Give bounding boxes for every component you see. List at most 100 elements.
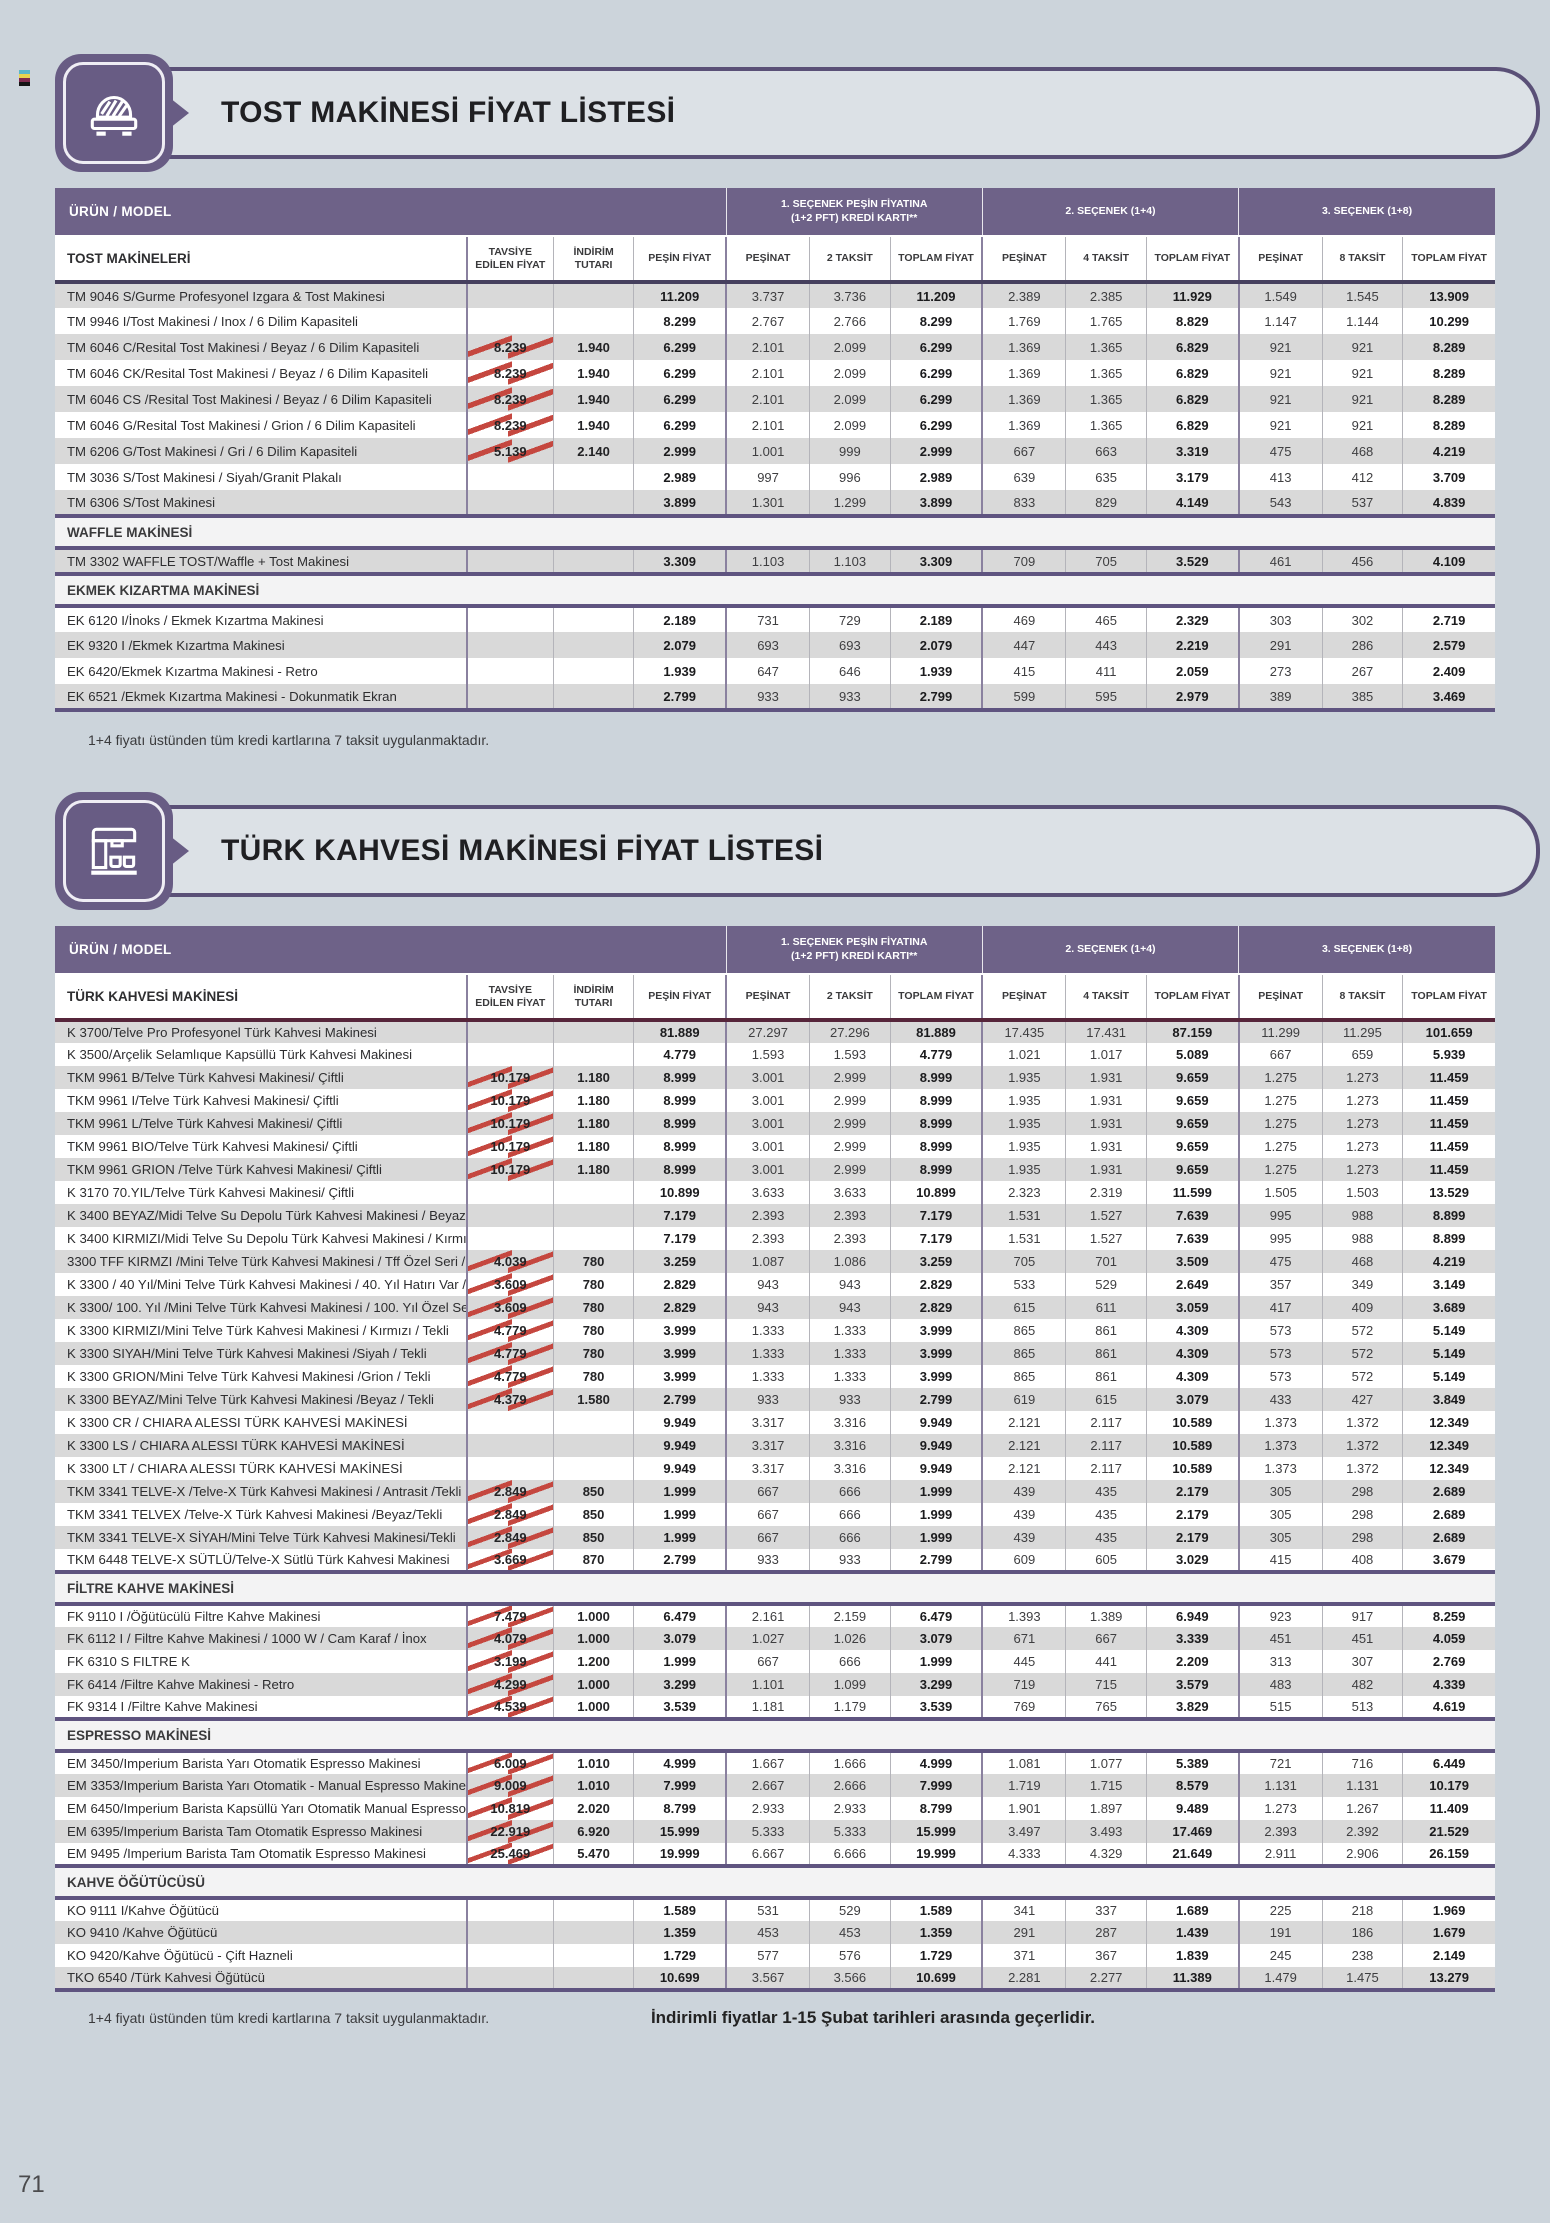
price-cell: 1.765	[1065, 308, 1147, 334]
price-cell	[552, 1020, 634, 1043]
price-cell: 933	[725, 1388, 810, 1411]
section-row: EKMEK KIZARTMA MAKİNESİ	[55, 572, 1495, 608]
price-cell: 3.509	[1145, 1250, 1239, 1273]
price-cell: 3.539	[633, 1696, 727, 1719]
price-cell	[552, 1944, 634, 1967]
price-cell: 12.349	[1402, 1411, 1495, 1434]
price-cell: 731	[725, 606, 810, 632]
price-cell: 10.179	[1402, 1774, 1495, 1797]
product-name: K 3700/Telve Pro Profesyonel Türk Kahves…	[67, 1025, 377, 1040]
price-cell: 2.393	[725, 1204, 810, 1227]
price-cell: 1.969	[1402, 1898, 1495, 1921]
price-cell: 850	[552, 1480, 634, 1503]
price-cell: 1.373	[1237, 1457, 1323, 1480]
price-cell: 701	[1065, 1250, 1147, 1273]
price-cell: 447	[981, 632, 1066, 658]
price-cell: 12.349	[1402, 1457, 1495, 1480]
price-cell: 2.849	[465, 1503, 554, 1526]
price-cell: 573	[1237, 1342, 1323, 1365]
price-cell: 8.999	[633, 1089, 727, 1112]
price-cell: 1.593	[725, 1043, 810, 1066]
price-cell: 2.849	[465, 1526, 554, 1549]
price-cell: 1.273	[1321, 1066, 1403, 1089]
price-cell: 1.901	[981, 1797, 1066, 1820]
price-cell: 1.180	[552, 1089, 634, 1112]
price-cell: 693	[809, 632, 891, 658]
price-cell: 1.077	[1065, 1751, 1147, 1774]
price-cell	[552, 1967, 634, 1990]
column-header: 2 TAKSİT	[809, 236, 891, 284]
price-cell: 17.435	[981, 1020, 1066, 1043]
price-cell: 4.999	[889, 1751, 983, 1774]
price-cell: 943	[809, 1296, 891, 1319]
price-cell: 4.539	[465, 1696, 554, 1719]
price-cell: 1.273	[1321, 1135, 1403, 1158]
table-row: KO 9111 I/Kahve Öğütücü 1.589 531 529 1.589 3…	[55, 1898, 1495, 1921]
table-row: oliz♥FK 9314 I /Filtre Kahve Makinesi 4.5…	[55, 1696, 1495, 1719]
price-cell: 4.779	[465, 1365, 554, 1388]
price-cell: 609	[981, 1549, 1066, 1572]
price-cell: 267	[1321, 658, 1403, 684]
price-cell: 996	[809, 464, 891, 490]
price-cell: 22.919	[465, 1820, 554, 1843]
price-cell	[465, 1434, 554, 1457]
column-header: PEŞİNAT	[725, 236, 810, 284]
price-cell: 1.144	[1321, 308, 1403, 334]
price-cell: 4.779	[889, 1043, 983, 1066]
price-cell: 7.639	[1145, 1227, 1239, 1250]
table-row: TM 3036 S/Tost Makinesi / Siyah/Granit P…	[55, 464, 1495, 490]
price-cell: 11.209	[889, 282, 983, 308]
price-cell: 2.667	[725, 1774, 810, 1797]
price-cell: 2.179	[1145, 1503, 1239, 1526]
price-cell: 1.103	[725, 548, 810, 574]
price-cell: 1.027	[725, 1627, 810, 1650]
price-cell: 451	[1237, 1627, 1323, 1650]
product-name: oliz♥TKM 9961 L/Telve Türk Kahvesi Makin…	[67, 1116, 343, 1131]
price-cell: 4.999	[633, 1751, 727, 1774]
price-cell: 3.309	[889, 548, 983, 574]
price-cell: 2.179	[1145, 1480, 1239, 1503]
price-cell: 9.009	[465, 1774, 554, 1797]
price-cell: 3.029	[1145, 1549, 1239, 1572]
price-cell: 3.001	[725, 1158, 810, 1181]
table-row: oliz♥TKM 9961 GRION /Telve Türk Kahvesi …	[55, 1158, 1495, 1181]
price-cell: 667	[981, 438, 1066, 464]
price-cell: 1.200	[552, 1650, 634, 1673]
price-cell: 1.299	[809, 490, 891, 516]
product-name: K 3400 BEYAZ/Midi Telve Su Depolu Türk K…	[67, 1208, 467, 1223]
price-cell: 1.369	[981, 360, 1066, 386]
price-cell: 2.933	[725, 1797, 810, 1820]
price-cell: 1.099	[809, 1673, 891, 1696]
price-cell: 1.389	[1065, 1604, 1147, 1627]
price-cell: 298	[1321, 1503, 1403, 1526]
price-cell: 537	[1321, 490, 1403, 516]
price-cell: 709	[981, 548, 1066, 574]
price-cell: 1.373	[1237, 1434, 1323, 1457]
payment-option-3-header: 3. SEÇENEK (1+8)	[1238, 188, 1495, 237]
table-row: oliz♥TKM 9961 BIO/Telve Türk Kahvesi Mak…	[55, 1135, 1495, 1158]
price-cell: 10.179	[465, 1158, 554, 1181]
price-cell: 693	[725, 632, 810, 658]
price-cell: 8.259	[1402, 1604, 1495, 1627]
price-cell: 2.989	[889, 464, 983, 490]
price-cell: 1.940	[552, 360, 634, 386]
section-row: ESPRESSO MAKİNESİ	[55, 1717, 1495, 1753]
price-cell: 1.940	[552, 412, 634, 438]
price-cell: 1.301	[725, 490, 810, 516]
price-cell: 1.101	[725, 1673, 810, 1696]
price-cell: 1.275	[1237, 1066, 1323, 1089]
price-cell: 385	[1321, 684, 1403, 710]
price-cell: 3.001	[725, 1135, 810, 1158]
price-cell: 921	[1321, 386, 1403, 412]
price-cell: 6.829	[1145, 360, 1239, 386]
price-cell: 533	[981, 1273, 1066, 1296]
price-cell: 6.667	[725, 1843, 810, 1866]
price-cell: 8.289	[1402, 386, 1495, 412]
price-cell: 2.319	[1065, 1181, 1147, 1204]
section-row: WAFFLE MAKİNESİ	[55, 514, 1495, 550]
table-row: oliz♥TM 6046 CS /Resital Tost Makinesi /…	[55, 386, 1495, 412]
price-cell: 6.479	[889, 1604, 983, 1627]
price-cell: 291	[981, 1921, 1066, 1944]
price-cell: 2.999	[809, 1066, 891, 1089]
price-cell: 1.531	[981, 1227, 1066, 1250]
